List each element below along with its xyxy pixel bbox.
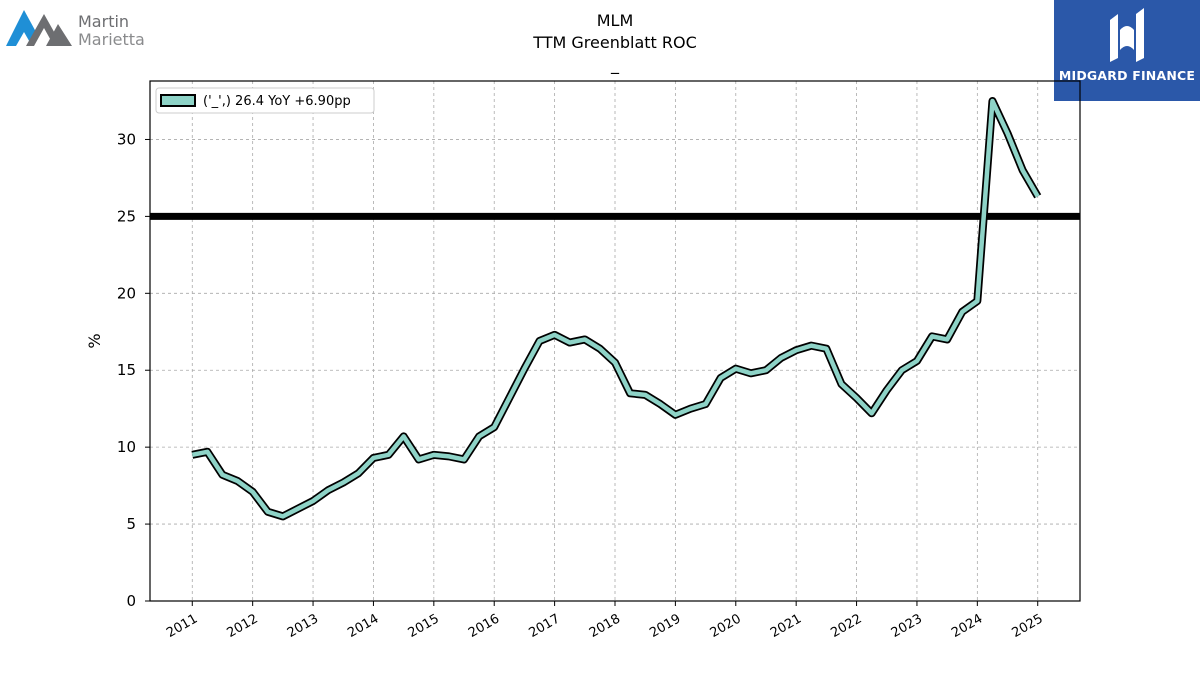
y-tick-label: 5 xyxy=(126,515,136,533)
brand-name: MIDGARD FINANCE xyxy=(1058,68,1196,83)
legend: ('_',) 26.4 YoY +6.90pp xyxy=(155,87,375,114)
chart-subtitle: TTM Greenblatt ROC xyxy=(532,33,697,52)
y-tick-label: 25 xyxy=(117,207,136,225)
y-tick-label: 10 xyxy=(117,438,136,456)
martin-marietta-logo: Martin Marietta xyxy=(6,4,166,52)
logo-word-2: Marietta xyxy=(78,30,145,49)
x-tick-label: 2015 xyxy=(406,611,442,641)
x-tick-label: 2013 xyxy=(285,611,321,641)
y-axis-ticks: 0 5 10 15 20 25 30 xyxy=(117,130,150,610)
x-tick-label: 2012 xyxy=(225,611,261,641)
x-axis-ticks: 2011 2012 2013 2014 2015 2016 2017 2018 2019 2020… xyxy=(164,601,1046,641)
x-tick-label: 2018 xyxy=(587,611,623,641)
y-tick-label: 0 xyxy=(126,592,136,610)
x-tick-label: 2023 xyxy=(889,611,925,641)
x-tick-label: 2017 xyxy=(526,611,562,641)
x-tick-label: 2020 xyxy=(708,611,744,641)
x-tick-label: 2025 xyxy=(1010,611,1046,641)
x-tick-label: 2024 xyxy=(949,611,985,641)
x-tick-label: 2014 xyxy=(345,611,381,641)
y-tick-label: 15 xyxy=(117,361,136,379)
y-axis-label: % xyxy=(85,333,104,348)
chart-title: MLM xyxy=(597,11,634,30)
x-tick-label: 2022 xyxy=(828,611,864,641)
mountain-logo-icon xyxy=(6,10,72,46)
x-tick-label: 2011 xyxy=(164,611,200,641)
midgard-finance-logo: MIDGARD FINANCE xyxy=(1054,0,1200,101)
x-tick-label: 2021 xyxy=(768,611,804,641)
y-tick-label: 20 xyxy=(117,284,136,302)
legend-box xyxy=(155,87,375,114)
x-tick-label: 2019 xyxy=(647,611,683,641)
legend-entry: ('_',) 26.4 YoY +6.90pp xyxy=(203,94,351,109)
chart-subtitle-2: _ xyxy=(610,55,620,75)
x-tick-label: 2016 xyxy=(466,611,502,641)
logo-word-1: Martin xyxy=(78,12,130,31)
series-lines xyxy=(191,97,1042,521)
midgard-emblem-icon xyxy=(1110,8,1144,62)
legend-swatch xyxy=(160,94,196,107)
y-tick-label: 30 xyxy=(117,130,136,148)
series-line xyxy=(191,98,1040,519)
